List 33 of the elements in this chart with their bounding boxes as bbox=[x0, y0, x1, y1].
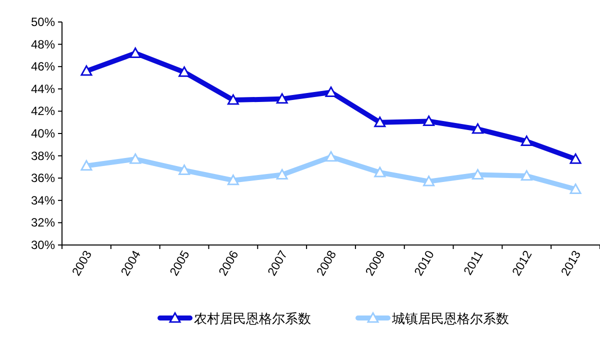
point bbox=[374, 116, 386, 128]
point bbox=[130, 47, 142, 58]
legend-label: 城镇居民恩格尔系数 bbox=[391, 311, 509, 326]
point bbox=[520, 136, 532, 146]
point bbox=[423, 176, 435, 186]
point bbox=[130, 153, 142, 164]
point bbox=[178, 164, 190, 176]
point bbox=[570, 184, 582, 194]
y-tick-label: 44% bbox=[30, 82, 56, 96]
legend-label: 农村居民恩格尔系数 bbox=[194, 311, 311, 326]
point bbox=[80, 65, 92, 76]
point bbox=[570, 153, 582, 164]
y-tick-label: 38% bbox=[30, 148, 56, 163]
point bbox=[520, 170, 532, 181]
point bbox=[325, 151, 337, 162]
point bbox=[423, 115, 435, 126]
y-tick-label: 32% bbox=[30, 216, 56, 230]
point bbox=[472, 169, 484, 180]
y-tick-label: 42% bbox=[30, 104, 56, 118]
point bbox=[227, 174, 239, 186]
y-tick-label: 48% bbox=[30, 37, 56, 52]
point bbox=[276, 93, 288, 104]
y-tick-label: 40% bbox=[30, 126, 56, 140]
point bbox=[472, 123, 484, 134]
y-tick-label: 50% bbox=[30, 15, 56, 29]
point bbox=[276, 169, 288, 180]
point bbox=[227, 94, 239, 105]
point bbox=[374, 166, 386, 178]
y-tick-label: 46% bbox=[30, 60, 56, 74]
y-tick-label: 34% bbox=[30, 193, 56, 208]
y-tick-label: 36% bbox=[30, 171, 56, 186]
y-tick-label: 30% bbox=[30, 238, 56, 252]
point bbox=[80, 160, 92, 171]
